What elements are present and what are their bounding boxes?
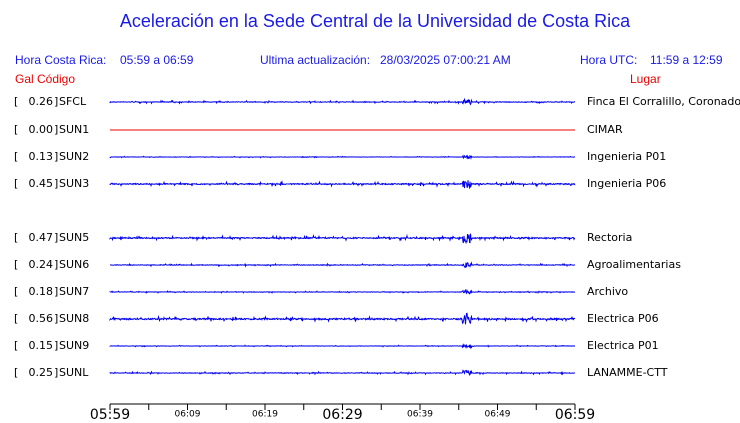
bracket: ]	[54, 339, 58, 352]
station-code: SUN5	[59, 231, 89, 244]
station-place: Ingenieria P01	[587, 150, 666, 163]
waveform	[109, 343, 576, 350]
station-code: SUNL	[59, 366, 89, 379]
gal-value: 0.00	[29, 123, 54, 136]
gal-value: 0.24	[29, 258, 54, 271]
bracket: ]	[54, 258, 58, 271]
bracket: [	[14, 150, 18, 163]
gal-value: 0.47	[29, 231, 54, 244]
code-header: Código	[37, 72, 75, 86]
station-place: LANAMME-CTT	[587, 366, 668, 379]
gal-value: 0.15	[29, 339, 54, 352]
gal-value: 0.18	[29, 285, 54, 298]
station-code: SUN3	[59, 177, 89, 190]
waveform	[109, 97, 576, 106]
waveform	[109, 369, 576, 376]
bracket: [	[14, 366, 18, 379]
station-code: SUN7	[59, 285, 89, 298]
station-code: SUN9	[59, 339, 89, 352]
waveform	[109, 288, 576, 295]
time-label: 06:09	[175, 410, 201, 420]
bracket: [	[14, 285, 18, 298]
station-place: Rectoria	[587, 231, 632, 244]
bracket: [	[14, 123, 18, 136]
waveform	[109, 180, 576, 189]
station-code: SFCL	[59, 95, 87, 108]
time-label: 06:39	[407, 410, 433, 420]
local-range: 05:59 a 06:59	[120, 53, 194, 67]
gal-value: 0.45	[29, 177, 54, 190]
bracket: [	[14, 95, 18, 108]
station-code: SUN1	[59, 123, 89, 136]
waveform	[109, 312, 576, 325]
station-place: Agroalimentarias	[587, 258, 681, 271]
station-code: SUN8	[59, 312, 89, 325]
bracket: [	[14, 258, 18, 271]
waveform	[109, 233, 576, 245]
gal-value: 0.25	[29, 366, 54, 379]
update-time: 28/03/2025 07:00:21 AM	[380, 53, 511, 67]
station-place: Archivo	[587, 285, 628, 298]
time-label: 05:59	[90, 407, 130, 423]
bracket: ]	[54, 285, 58, 298]
waveform	[109, 154, 576, 160]
station-place: Electrica P01	[587, 339, 659, 352]
bracket: [	[14, 312, 18, 325]
station-place: Finca El Corralillo, Coronado	[587, 95, 740, 108]
bracket: ]	[54, 123, 58, 136]
bracket: ]	[54, 95, 58, 108]
bracket: [	[14, 339, 18, 352]
time-label: 06:49	[485, 410, 511, 420]
station-code: SUN6	[59, 258, 89, 271]
station-place: CIMAR	[587, 123, 623, 136]
gal-value: 0.26	[29, 95, 54, 108]
station-place: Electrica P06	[587, 312, 659, 325]
utc-range: 11:59 a 12:59	[650, 53, 723, 67]
time-label: 06:59	[555, 407, 595, 423]
update-label: Ultima actualización:	[260, 53, 370, 67]
utc-label: Hora UTC:	[580, 53, 637, 67]
title: Aceleración en la Sede Central de la Uni…	[120, 11, 631, 31]
place-header: Lugar	[630, 72, 661, 86]
bracket: ]	[54, 312, 58, 325]
time-label: 06:29	[322, 407, 362, 423]
bracket: ]	[54, 150, 58, 163]
bracket: ]	[54, 177, 58, 190]
bracket: ]	[54, 366, 58, 379]
time-label: 06:19	[252, 410, 278, 420]
station-code: SUN2	[59, 150, 89, 163]
local-label: Hora Costa Rica:	[15, 53, 106, 67]
waveform	[109, 261, 576, 269]
bracket: ]	[54, 231, 58, 244]
bracket: [	[14, 177, 18, 190]
gal-value: 0.56	[29, 312, 54, 325]
gal-header: Gal	[15, 72, 34, 86]
bracket: [	[14, 231, 18, 244]
station-place: Ingenieria P06	[587, 177, 666, 190]
gal-value: 0.13	[29, 150, 54, 163]
